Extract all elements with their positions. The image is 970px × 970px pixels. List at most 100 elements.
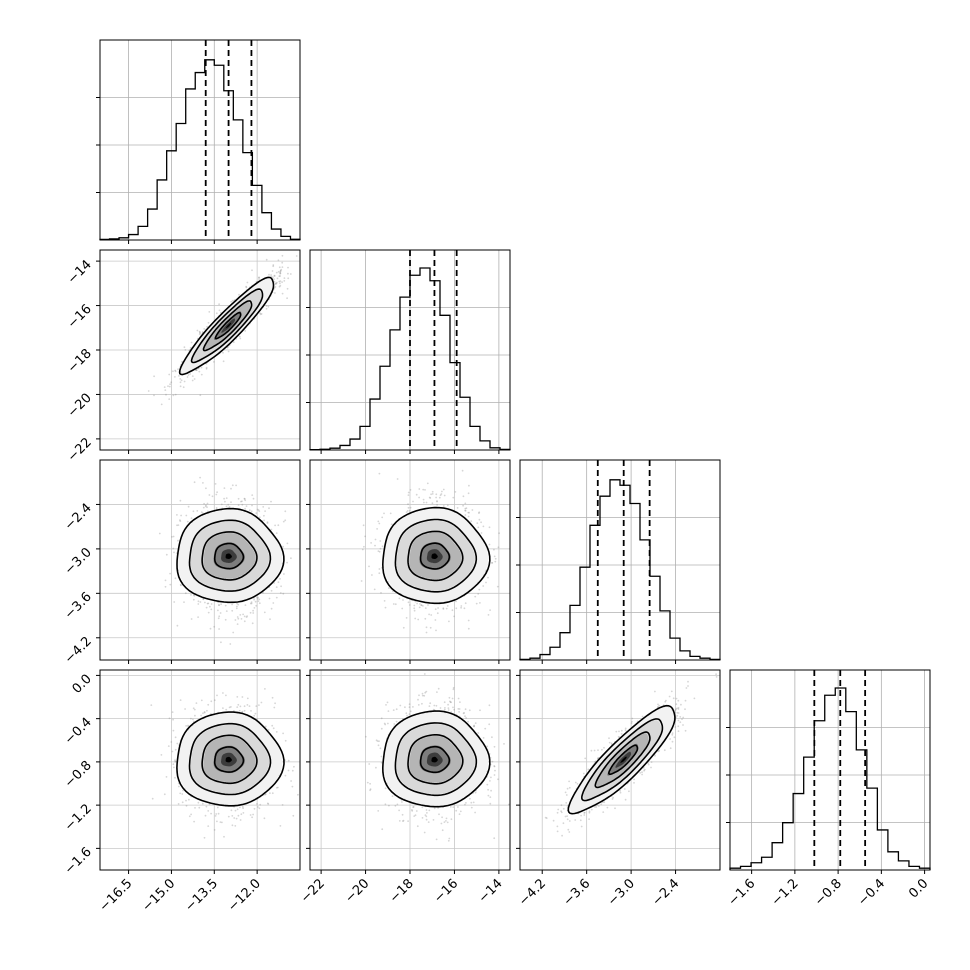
scatter-point [270,528,273,531]
scatter-point [279,275,281,277]
scatter-point [199,394,202,397]
scatter-point [199,331,201,334]
scatter-point [275,271,278,274]
scatter-point [230,300,233,303]
scatter-point [178,785,180,788]
scatter-point [195,369,198,372]
scatter-point [176,624,179,627]
scatter-point [243,497,246,500]
scatter-point [464,502,467,505]
scatter-point [493,555,496,558]
contour-line [394,518,478,593]
scatter-point [177,368,179,371]
scatter-point [246,281,249,284]
scatter-point [297,793,299,796]
scatter-point [517,547,519,549]
scatter-point [405,511,408,513]
scatter-panel-2-1 [306,459,519,664]
scatter-point [192,598,195,601]
scatter-point [254,712,257,715]
scatter-point [220,503,223,506]
scatter-point [216,806,219,809]
scatter-point [207,321,210,324]
scatter-point [418,496,420,499]
scatter-point [274,702,276,705]
scatter-point [273,274,276,277]
scatter-point [275,282,278,285]
scatter-point [202,712,204,715]
scatter-point [268,597,271,600]
scatter-point [218,604,220,606]
scatter-point [455,607,458,610]
scatter-point [206,602,209,605]
scatter-point [420,604,423,606]
scatter-point [169,583,172,586]
scatter-point [202,598,205,601]
scatter-point [370,542,372,544]
scatter-point [206,506,208,509]
scatter-point [246,704,249,706]
contour-line [178,276,275,376]
histogram-panel-2 [516,459,721,664]
scatter-point [220,603,223,606]
scatter-point [177,539,179,542]
scatter-point [276,281,278,284]
scatter-point [467,619,470,622]
scatter-point [380,592,382,594]
panel-content [100,460,300,660]
scatter-point [164,585,167,588]
scatter-point [467,492,470,495]
scatter-point [169,383,172,386]
scatter-point [263,514,265,517]
scatter-point [205,606,208,609]
scatter-point [147,390,150,392]
scatter-point [361,548,364,551]
scatter-point [222,692,224,694]
scatter-point [488,526,491,529]
contour-line [419,542,451,570]
scatter-point [172,547,175,550]
scatter-point [407,506,410,509]
scatter-point [274,292,276,294]
scatter-point [203,502,206,505]
scatter-point [277,259,280,262]
scatter-point [222,360,225,363]
scatter-point [193,594,196,597]
scatter-point [407,503,409,506]
scatter-point [165,553,168,556]
scatter-point [231,603,234,606]
scatter-point [170,381,173,384]
scatter-point [210,603,213,605]
scatter-point [185,514,188,517]
scatter-point [184,349,187,351]
scatter-point [249,814,252,816]
histogram-step [729,687,931,870]
scatter-point [277,524,280,527]
scatter-point [180,514,183,517]
scatter-point [241,503,244,506]
scatter-point [250,510,253,513]
scatter-point [373,588,376,591]
scatter-point [223,487,226,489]
scatter-point [480,532,483,534]
scatter-point [477,593,480,595]
scatter-panel-1-0 [96,249,301,454]
scatter-point [200,373,203,376]
scatter-point [237,814,240,817]
scatter-point [224,604,227,607]
scatter-point [257,806,259,808]
scatter-point [462,504,464,507]
scatter-point [177,524,180,526]
scatter-point [418,606,421,609]
scatter-point [194,714,196,717]
scatter-point [229,643,232,645]
scatter-point [453,615,455,618]
scatter-point [464,602,467,605]
scatter-point [271,270,274,272]
scatter-point [264,725,267,728]
histogram-panel-1 [306,249,511,454]
scatter-point [226,346,229,349]
scatter-point [224,618,227,621]
scatter-point [248,705,251,707]
scatter-point [443,494,446,497]
